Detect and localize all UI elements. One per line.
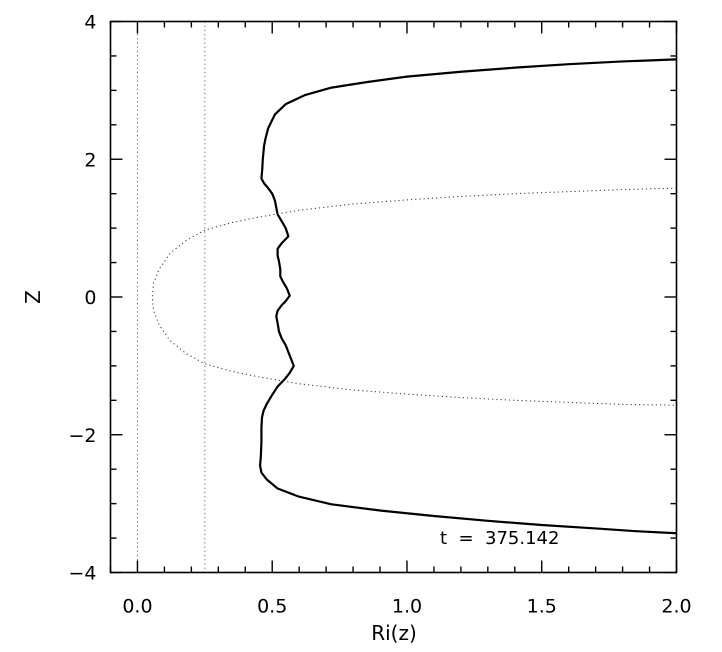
y-tick-label: −4 (68, 563, 96, 585)
time-annotation: t = 375.142 (440, 528, 559, 549)
y-tick-label: 4 (84, 12, 96, 34)
x-axis-label: Ri(z) (371, 621, 417, 645)
plot-frame (109, 20, 678, 574)
x-tick-label: 1.0 (392, 596, 422, 618)
y-tick-label: −2 (68, 425, 96, 447)
x-tick-label: 0.0 (122, 596, 152, 618)
x-tick-label: 0.5 (257, 596, 287, 618)
series-solid-line (258, 58, 677, 535)
y-tick-label: 2 (84, 149, 96, 171)
y-axis-label: Z (21, 290, 45, 304)
x-tick-label: 1.5 (527, 596, 557, 618)
y-tick-label: 0 (84, 287, 96, 309)
x-tick-label: 2.0 (661, 596, 691, 618)
series-dotted-line (151, 187, 677, 406)
